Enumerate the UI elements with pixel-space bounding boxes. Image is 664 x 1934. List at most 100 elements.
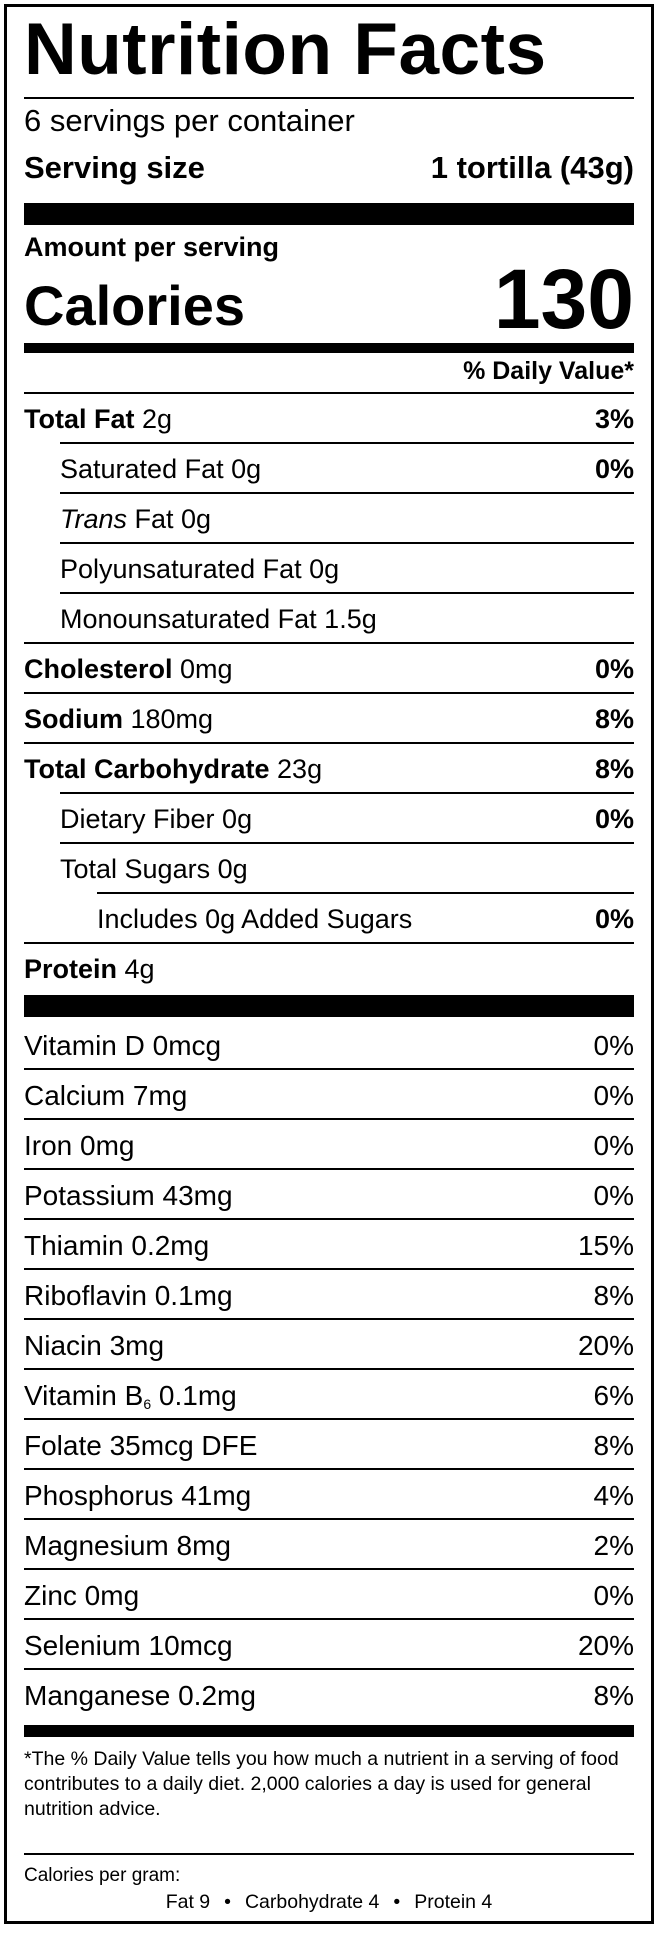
footnote-divider xyxy=(24,1853,634,1855)
vitamin-name: Zinc 0mg xyxy=(24,1580,140,1611)
vitamin-dv: 15% xyxy=(577,1230,634,1261)
cpg-fat: Fat 9 xyxy=(165,1891,211,1913)
row-divider xyxy=(24,1068,634,1070)
amount-per-serving: Amount per serving xyxy=(24,232,280,262)
vitamin-amount: 0.1mg xyxy=(151,1380,237,1411)
nutrient-dv: 0% xyxy=(594,654,634,684)
vitamin-subscript: 6 xyxy=(143,1396,152,1412)
row-divider xyxy=(24,1118,634,1120)
vitamin-dv: 0% xyxy=(593,1180,634,1211)
vitamin-dv: 20% xyxy=(577,1630,634,1661)
nutrient-name: Total Sugars xyxy=(60,854,211,884)
nutrient-dv: 0% xyxy=(594,904,634,934)
nutrient-amount: 4g xyxy=(117,954,155,984)
thick-divider-bottom xyxy=(24,1725,634,1737)
vitamin-row: Phosphorus 41mg 4% xyxy=(24,1468,634,1518)
row-divider xyxy=(24,1568,634,1570)
vitamin-dv: 0% xyxy=(593,1130,634,1161)
nutrient-row-total-carbohydrate: Total Carbohydrate 23g 8% xyxy=(24,744,634,792)
row-divider xyxy=(24,1468,634,1470)
row-divider xyxy=(24,1418,634,1420)
nutrient-name: Dietary Fiber xyxy=(60,804,215,834)
vitamin-row: Folate 35mcg DFE 8% xyxy=(24,1418,634,1468)
servings-per-container: 6 servings per container xyxy=(24,103,355,138)
row-divider xyxy=(60,442,634,444)
row-divider xyxy=(24,642,634,644)
nutrient-name: Protein xyxy=(24,954,118,984)
nutrient-dv: 0% xyxy=(594,454,634,484)
label-title: Nutrition Facts xyxy=(24,9,547,90)
nutrient-name: Trans xyxy=(60,504,128,534)
nutrient-name: Includes 0g Added Sugars xyxy=(97,904,413,934)
row-divider xyxy=(24,1368,634,1370)
vitamin-name: Folate 35mcg DFE xyxy=(24,1430,258,1461)
nutrient-row-saturated-fat: Saturated Fat 0g 0% xyxy=(24,444,634,492)
nutrient-name: Saturated Fat xyxy=(60,454,224,484)
vitamin-row: Vitamin B6 0.1mg 6% xyxy=(24,1368,634,1418)
vitamin-row: Magnesium 8mg 2% xyxy=(24,1518,634,1568)
vitamin-dv: 20% xyxy=(577,1330,634,1361)
row-divider xyxy=(24,392,634,394)
row-divider xyxy=(24,742,634,744)
row-divider xyxy=(60,842,634,844)
vitamin-dv: 4% xyxy=(593,1480,634,1511)
panel-inner: Nutrition Facts 6 servings per container… xyxy=(24,7,634,1921)
nutrient-row-sodium: Sodium 180mg 8% xyxy=(24,694,634,742)
nutrient-amount: 0g xyxy=(214,804,253,834)
nutrient-row-total-fat: Total Fat 2g 3% xyxy=(24,394,634,442)
nutrient-amount: 1.5g xyxy=(316,604,377,634)
nutrient-amount: Fat 0g xyxy=(127,504,212,534)
row-divider xyxy=(60,492,634,494)
nutrient-row-dietary-fiber: Dietary Fiber 0g 0% xyxy=(24,794,634,842)
vitamin-row: Manganese 0.2mg 8% xyxy=(24,1668,634,1718)
vitamin-row: Zinc 0mg 0% xyxy=(24,1568,634,1618)
vitamin-row: Riboflavin 0.1mg 8% xyxy=(24,1268,634,1318)
vitamin-name: Magnesium 8mg xyxy=(24,1530,231,1561)
vitamin-name: Thiamin 0.2mg xyxy=(24,1230,210,1261)
row-divider xyxy=(24,1618,634,1620)
vitamin-name: Vitamin D 0mcg xyxy=(24,1030,222,1061)
vitamin-name: Potassium 43mg xyxy=(24,1180,233,1211)
nutrient-amount: 2g xyxy=(134,404,173,434)
row-divider xyxy=(97,892,634,894)
vitamin-row: Iron 0mg 0% xyxy=(24,1118,634,1168)
vitamin-row: Thiamin 0.2mg 15% xyxy=(24,1218,634,1268)
vitamin-dv: 6% xyxy=(593,1380,634,1411)
vitamin-row: Vitamin D 0mcg 0% xyxy=(24,1018,634,1068)
vitamin-row: Potassium 43mg 0% xyxy=(24,1168,634,1218)
vitamin-dv: 2% xyxy=(593,1530,634,1561)
nutrient-row-monounsaturated-fat: Monounsaturated Fat 1.5g xyxy=(24,594,634,642)
vitamin-dv: 8% xyxy=(593,1280,634,1311)
nutrient-row-total-sugars: Total Sugars 0g xyxy=(24,844,634,892)
vitamin-name: Niacin 3mg xyxy=(24,1330,165,1361)
bullet-separator: • xyxy=(393,1891,401,1913)
nutrient-dv: 8% xyxy=(594,754,634,784)
thick-divider-top xyxy=(24,203,634,225)
serving-size-row: Serving size 1 tortilla (43g) xyxy=(24,152,634,183)
nutrient-dv: 0% xyxy=(594,804,634,834)
vitamin-name: Vitamin B xyxy=(24,1380,144,1411)
nutrient-amount: 0mg xyxy=(172,654,233,684)
row-divider xyxy=(60,592,634,594)
nutrient-name: Total Fat xyxy=(24,404,135,434)
nutrition-facts-panel: Nutrition Facts 6 servings per container… xyxy=(4,4,654,1924)
calories-per-gram-values: Fat 9 • Carbohydrate 4 • Protein 4 xyxy=(24,1891,634,1913)
row-divider xyxy=(60,792,634,794)
nutrient-name: Monounsaturated Fat xyxy=(60,604,317,634)
row-divider xyxy=(24,1668,634,1670)
vitamin-name: Selenium 10mcg xyxy=(24,1630,233,1661)
row-divider xyxy=(24,1518,634,1520)
row-divider xyxy=(60,542,634,544)
nutrient-amount: 23g xyxy=(269,754,323,784)
row-divider xyxy=(24,1168,634,1170)
nutrient-name: Polyunsaturated Fat xyxy=(60,554,302,584)
nutrient-amount: 0g xyxy=(223,454,262,484)
medium-divider xyxy=(24,343,634,353)
nutrient-row-polyunsaturated-fat: Polyunsaturated Fat 0g xyxy=(24,544,634,592)
cpg-carbohydrate: Carbohydrate 4 xyxy=(244,1891,380,1913)
nutrient-row-protein: Protein 4g xyxy=(24,944,634,992)
nutrient-amount: 0g xyxy=(210,854,248,884)
daily-value-header: % Daily Value* xyxy=(463,357,634,385)
nutrient-amount: 180mg xyxy=(123,704,214,734)
nutrient-row-trans-fat: Trans Fat 0g xyxy=(24,494,634,542)
